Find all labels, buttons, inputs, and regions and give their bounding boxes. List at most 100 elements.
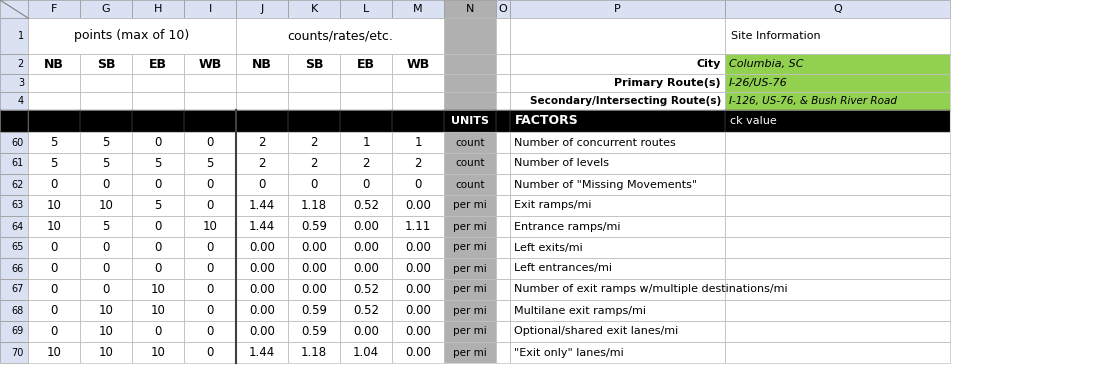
- Bar: [28, 300, 80, 321]
- Bar: [340, 132, 392, 153]
- Text: per mi: per mi: [453, 327, 487, 336]
- Bar: [510, 132, 725, 153]
- Bar: [392, 92, 444, 110]
- Bar: [28, 110, 80, 132]
- Text: 69: 69: [12, 327, 24, 336]
- Bar: [80, 110, 132, 132]
- Bar: [340, 300, 392, 321]
- Bar: [288, 54, 340, 74]
- Bar: [444, 216, 496, 237]
- Bar: [288, 110, 340, 132]
- Text: 5: 5: [102, 220, 110, 233]
- Bar: [184, 174, 236, 195]
- Bar: [725, 0, 950, 18]
- Bar: [725, 279, 950, 300]
- Bar: [444, 237, 496, 258]
- Bar: [510, 174, 725, 195]
- Bar: [184, 321, 236, 342]
- Bar: [132, 110, 184, 132]
- Bar: [444, 258, 496, 279]
- Bar: [444, 74, 496, 92]
- Bar: [510, 92, 725, 110]
- Bar: [184, 174, 236, 195]
- Bar: [132, 153, 184, 174]
- Bar: [340, 321, 392, 342]
- Bar: [184, 92, 236, 110]
- Text: points (max of 10): points (max of 10): [75, 29, 189, 42]
- Bar: [340, 92, 392, 110]
- Text: 1: 1: [362, 136, 370, 149]
- Bar: [80, 92, 132, 110]
- Bar: [0, 216, 28, 237]
- Bar: [510, 0, 725, 18]
- Bar: [288, 258, 340, 279]
- Bar: [496, 54, 510, 74]
- Bar: [236, 174, 288, 195]
- Bar: [444, 18, 496, 54]
- Text: 59: 59: [12, 116, 24, 126]
- Text: 0: 0: [207, 262, 213, 275]
- Bar: [0, 300, 28, 321]
- Text: 2: 2: [362, 157, 370, 170]
- Bar: [184, 237, 236, 258]
- Bar: [510, 216, 725, 237]
- Bar: [444, 279, 496, 300]
- Bar: [444, 258, 496, 279]
- Text: 0.52: 0.52: [353, 304, 380, 317]
- Bar: [236, 237, 288, 258]
- Bar: [80, 174, 132, 195]
- Bar: [184, 132, 236, 153]
- Bar: [80, 300, 132, 321]
- Bar: [340, 216, 392, 237]
- Bar: [392, 0, 444, 18]
- Bar: [28, 258, 80, 279]
- Bar: [184, 0, 236, 18]
- Bar: [132, 174, 184, 195]
- Bar: [132, 92, 184, 110]
- Text: 4: 4: [18, 96, 24, 106]
- Bar: [725, 18, 950, 54]
- Bar: [0, 110, 28, 132]
- Bar: [0, 216, 28, 237]
- Bar: [28, 279, 80, 300]
- Text: City: City: [696, 59, 720, 69]
- Text: 5: 5: [154, 199, 162, 212]
- Bar: [288, 321, 340, 342]
- Text: Exit ramps/mi: Exit ramps/mi: [514, 200, 592, 211]
- Bar: [725, 132, 950, 153]
- Text: 1.44: 1.44: [249, 346, 275, 359]
- Bar: [236, 110, 288, 132]
- Text: 0.00: 0.00: [249, 283, 275, 296]
- Bar: [184, 92, 236, 110]
- Bar: [236, 74, 288, 92]
- Bar: [340, 110, 392, 132]
- Bar: [392, 216, 444, 237]
- Bar: [444, 92, 496, 110]
- Bar: [80, 174, 132, 195]
- Text: 0.00: 0.00: [405, 283, 431, 296]
- Bar: [28, 237, 80, 258]
- Bar: [0, 74, 28, 92]
- Bar: [236, 153, 288, 174]
- Text: 0: 0: [51, 325, 57, 338]
- Bar: [288, 153, 340, 174]
- Text: 1.18: 1.18: [301, 346, 327, 359]
- Bar: [725, 195, 950, 216]
- Bar: [288, 92, 340, 110]
- Bar: [80, 132, 132, 153]
- Bar: [132, 132, 184, 153]
- Text: NB: NB: [44, 57, 64, 71]
- Bar: [80, 216, 132, 237]
- Text: I-26/US-76: I-26/US-76: [729, 78, 788, 88]
- Text: Primary Route(s): Primary Route(s): [615, 78, 720, 88]
- Bar: [288, 92, 340, 110]
- Bar: [28, 92, 80, 110]
- Bar: [444, 216, 496, 237]
- Bar: [80, 195, 132, 216]
- Bar: [288, 342, 340, 363]
- Text: 2: 2: [310, 157, 318, 170]
- Text: Number of exit ramps w/multiple destinations/mi: Number of exit ramps w/multiple destinat…: [514, 285, 788, 294]
- Bar: [0, 279, 28, 300]
- Bar: [80, 300, 132, 321]
- Bar: [496, 132, 510, 153]
